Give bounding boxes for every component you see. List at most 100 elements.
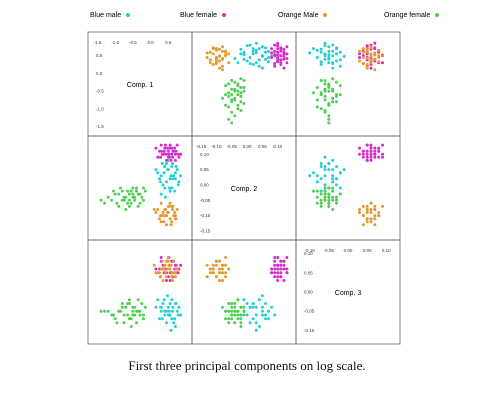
data-point	[273, 263, 277, 267]
data-point	[319, 198, 323, 202]
data-point	[327, 186, 331, 190]
data-point	[239, 325, 243, 328]
data-point	[221, 305, 224, 309]
data-point	[236, 313, 240, 317]
data-point	[120, 189, 124, 193]
data-point	[236, 317, 240, 321]
tick-label: 0.5	[165, 40, 172, 45]
data-point	[365, 208, 369, 211]
data-point	[282, 47, 286, 51]
data-point	[279, 61, 283, 65]
data-point	[373, 57, 377, 61]
data-point	[335, 183, 338, 187]
legend: Blue male Blue female Orange Male Orange…	[88, 12, 490, 24]
data-point	[270, 56, 274, 59]
data-point	[230, 93, 234, 97]
data-point	[170, 186, 174, 190]
data-point	[127, 298, 131, 302]
data-point	[218, 54, 221, 58]
data-point	[177, 305, 181, 309]
data-point	[169, 174, 173, 178]
data-point	[230, 305, 234, 309]
data-point	[312, 91, 315, 95]
legend-item-blue-male: Blue male	[90, 12, 131, 19]
data-point	[369, 54, 373, 58]
data-point	[227, 267, 231, 271]
data-point	[224, 309, 228, 313]
data-point	[276, 53, 280, 57]
data-point	[154, 168, 158, 172]
data-point	[282, 267, 286, 271]
data-point	[373, 217, 377, 221]
data-point	[365, 66, 369, 70]
data-point	[319, 189, 323, 193]
data-point	[169, 223, 173, 227]
data-point	[99, 198, 103, 202]
data-point	[173, 325, 177, 328]
data-point	[175, 309, 179, 313]
data-point	[361, 62, 365, 65]
data-point	[319, 162, 323, 165]
data-point	[135, 189, 138, 193]
data-point	[170, 152, 174, 156]
data-point	[106, 309, 110, 313]
data-point	[335, 100, 338, 104]
data-point	[230, 87, 234, 91]
data-point	[236, 61, 240, 65]
data-point	[236, 298, 240, 302]
data-point	[221, 57, 224, 60]
data-point	[99, 309, 103, 313]
data-point	[224, 53, 228, 57]
tick-label: 0.05	[363, 248, 372, 253]
data-point	[373, 208, 377, 211]
data-point	[167, 152, 171, 156]
data-point	[156, 208, 160, 211]
data-point	[323, 79, 327, 82]
data-point	[264, 46, 267, 50]
data-point	[257, 325, 261, 328]
legend-item-orange-male: Orange Male	[278, 12, 328, 19]
data-point	[327, 121, 331, 125]
data-point	[230, 100, 234, 104]
data-point	[174, 263, 178, 267]
data-point	[327, 201, 331, 205]
data-point	[323, 41, 327, 45]
data-point	[373, 146, 377, 150]
data-point	[279, 58, 283, 62]
data-point	[251, 52, 255, 56]
data-point	[230, 313, 234, 317]
data-point	[331, 54, 335, 58]
data-point	[126, 302, 130, 305]
data-point	[369, 149, 373, 153]
data-point	[331, 96, 335, 100]
data-point	[323, 189, 327, 193]
data-point	[236, 103, 240, 107]
data-point	[233, 313, 237, 317]
data-point	[218, 47, 221, 51]
data-point	[168, 177, 172, 181]
data-point	[135, 321, 138, 325]
data-point	[257, 298, 261, 302]
data-point	[177, 155, 181, 159]
data-point	[369, 158, 373, 162]
data-point	[230, 317, 234, 321]
data-point	[365, 158, 369, 162]
data-point	[227, 52, 231, 56]
data-point	[172, 174, 176, 178]
data-point	[242, 89, 246, 93]
tick-label: -0.10	[211, 144, 222, 149]
data-point	[319, 47, 323, 51]
data-point	[175, 143, 179, 147]
data-point	[369, 217, 373, 221]
data-point	[173, 275, 177, 279]
data-point	[172, 259, 176, 263]
data-point	[273, 62, 277, 65]
data-point	[312, 47, 315, 51]
data-point	[162, 298, 166, 302]
data-point	[267, 309, 270, 313]
data-point	[276, 275, 280, 279]
data-point	[358, 152, 361, 156]
data-point	[338, 84, 342, 88]
data-point	[159, 201, 163, 205]
data-point	[112, 313, 115, 317]
